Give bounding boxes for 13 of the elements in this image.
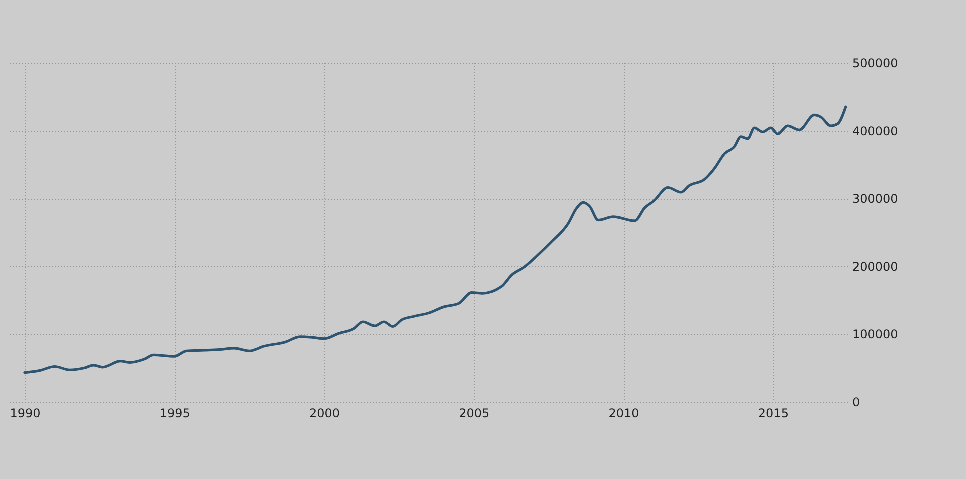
x-tick-label: 2015 (758, 406, 789, 420)
x-tick-label: 2005 (459, 406, 490, 420)
x-tick-label: 1995 (160, 406, 190, 420)
y-tick-label: 500000 (852, 56, 898, 70)
y-tick-label: 0 (852, 396, 860, 410)
y-tick-label: 200000 (852, 260, 898, 274)
y-tick-label: 400000 (852, 124, 898, 138)
x-tick-label: 2000 (309, 406, 340, 420)
y-tick-label: 100000 (852, 328, 898, 342)
line-series (24, 106, 848, 374)
x-tick-label: 1990 (10, 406, 41, 420)
y-tick-label: 300000 (852, 192, 898, 206)
x-tick-label: 2010 (608, 406, 640, 420)
